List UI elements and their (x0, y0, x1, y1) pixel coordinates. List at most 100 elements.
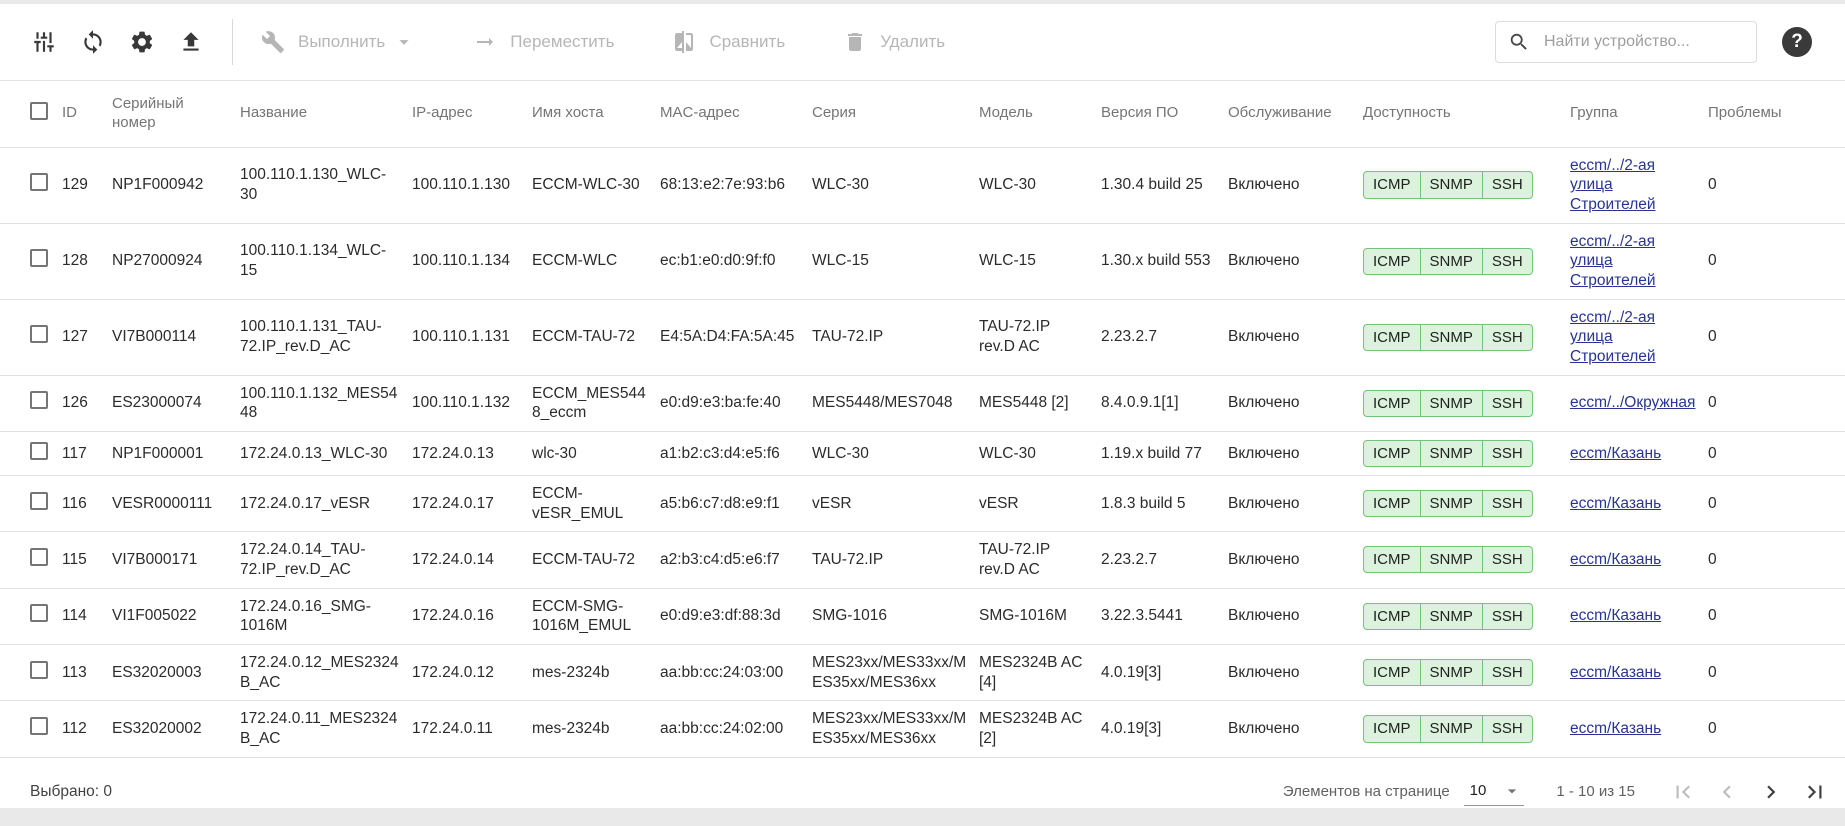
cell-hostname: ECCM-SMG-1016M_EMUL (532, 588, 660, 645)
row-checkbox[interactable] (30, 604, 48, 623)
column-header-ip[interactable]: IP-адрес (412, 81, 532, 148)
table-row[interactable]: 113 ES32020003 172.24.0.12_MES2324B_AC 1… (0, 644, 1845, 702)
refresh-button[interactable] (73, 22, 113, 62)
row-checkbox[interactable] (30, 173, 48, 192)
cell-id: 126 (62, 375, 112, 432)
row-checkbox[interactable] (30, 325, 48, 344)
column-header-series[interactable]: Серия (812, 81, 979, 148)
protocol-badge: ICMP (1364, 603, 1421, 629)
cell-checkbox (0, 375, 62, 432)
first-page-button[interactable] (1661, 770, 1705, 814)
column-header-hostname[interactable]: Имя хоста (532, 81, 660, 148)
cell-name: 172.24.0.13_WLC-30 (240, 431, 412, 476)
row-checkbox[interactable] (30, 548, 48, 567)
group-link[interactable]: eccm/../Окружная (1570, 394, 1696, 412)
select-all-checkbox[interactable] (30, 101, 48, 120)
help-button[interactable]: ? (1782, 27, 1812, 57)
column-header-group[interactable]: Группа (1570, 81, 1708, 148)
cell-group: eccm/Казань (1570, 700, 1708, 758)
dropdown-caret-icon (1508, 788, 1517, 794)
table-row[interactable]: 114 VI1F005022 172.24.0.16_SMG-1016M 172… (0, 588, 1845, 645)
upload-button[interactable] (171, 22, 211, 62)
previous-page-button[interactable] (1705, 770, 1749, 814)
group-link[interactable]: eccm/Казань (1570, 551, 1662, 569)
cell-firmware: 4.0.19[3] (1101, 644, 1228, 702)
cell-availability: ICMP SNMP SSH (1363, 644, 1570, 702)
table-row[interactable]: 116 VESR0000111 172.24.0.17_vESR 172.24.… (0, 475, 1845, 533)
cell-group: eccm/../2-ая улица Строителей (1570, 299, 1708, 376)
next-page-button[interactable] (1749, 770, 1793, 814)
group-link[interactable]: eccm/../2-ая улица Строителей (1570, 156, 1656, 213)
cell-group: eccm/Казань (1570, 475, 1708, 533)
row-checkbox[interactable] (30, 491, 48, 510)
cell-series: MES23xx/MES33xx/MES35xx/MES36xx (812, 644, 979, 702)
delete-button[interactable]: Удалить (843, 30, 945, 54)
row-checkbox[interactable] (30, 249, 48, 268)
cell-availability: ICMP SNMP SSH (1363, 431, 1570, 476)
row-checkbox[interactable] (30, 441, 48, 460)
cell-checkbox (0, 299, 62, 376)
cell-ip: 172.24.0.17 (412, 475, 532, 533)
move-button[interactable]: Переместить (473, 30, 614, 54)
help-icon: ? (1791, 31, 1803, 52)
compare-button-label: Сравнить (709, 32, 786, 51)
column-header-maintenance[interactable]: Обслуживание (1228, 81, 1363, 148)
row-checkbox[interactable] (30, 391, 48, 410)
row-checkbox[interactable] (30, 660, 48, 679)
group-link[interactable]: eccm/Казань (1570, 444, 1662, 462)
table-row[interactable]: 112 ES32020002 172.24.0.11_MES2324B_AC 1… (0, 700, 1845, 758)
page-range: 1 - 10 из 15 (1556, 783, 1635, 801)
compare-button[interactable]: Сравнить (672, 30, 785, 54)
cell-availability: ICMP SNMP SSH (1363, 147, 1570, 224)
column-header-model[interactable]: Модель (979, 81, 1101, 148)
protocol-badge: SSH (1491, 607, 1523, 625)
table-row[interactable]: 128 NP27000924 100.110.1.134_WLC-15 100.… (0, 223, 1845, 300)
group-link[interactable]: eccm/Казань (1570, 720, 1662, 738)
column-header-id[interactable]: ID (62, 81, 112, 148)
cell-mac: e0:d9:e3:ba:fe:40 (660, 375, 812, 432)
protocol-badge: SNMP (1421, 324, 1483, 350)
row-checkbox[interactable] (30, 717, 48, 736)
cell-firmware: 1.30.x build 553 (1101, 223, 1228, 300)
column-header-problems[interactable]: Проблемы (1708, 81, 1845, 148)
cell-id: 127 (62, 299, 112, 376)
cell-mac: a2:b3:c4:d5:e6:f7 (660, 531, 812, 589)
protocol-badge: SSH (1491, 664, 1523, 682)
table-row[interactable]: 129 NP1F000942 100.110.1.130_WLC-30 100.… (0, 147, 1845, 224)
group-link[interactable]: eccm/Казань (1570, 607, 1662, 625)
cell-mac: 68:13:e2:7e:93:b6 (660, 147, 812, 224)
cell-serial: VI7B000114 (112, 299, 240, 376)
tune-filter-icon (31, 29, 57, 55)
column-header-name[interactable]: Название (240, 81, 412, 148)
column-header-mac[interactable]: MAC-адрес (660, 81, 812, 148)
cell-firmware: 1.30.4 build 25 (1101, 147, 1228, 224)
cell-firmware: 1.19.x build 77 (1101, 431, 1228, 476)
cell-name: 100.110.1.130_WLC-30 (240, 147, 412, 224)
column-header-firmware[interactable]: Версия ПО (1101, 81, 1228, 148)
last-page-button[interactable] (1793, 770, 1837, 814)
table-row[interactable]: 127 VI7B000114 100.110.1.131_TAU-72.IP_r… (0, 299, 1845, 376)
search-input[interactable] (1542, 32, 1744, 52)
table-row[interactable]: 115 VI7B000171 172.24.0.14_TAU-72.IP_rev… (0, 531, 1845, 589)
column-header-serial[interactable]: Серийный номер (112, 81, 240, 148)
group-link[interactable]: eccm/../2-ая улица Строителей (1570, 232, 1656, 289)
per-page-select[interactable]: 10 (1463, 778, 1525, 806)
first-page-icon (1676, 785, 1690, 799)
chevron-left-icon (1722, 785, 1731, 799)
trash-icon (848, 33, 863, 51)
delete-button-label: Удалить (880, 32, 946, 51)
cell-mac: aa:bb:cc:24:03:00 (660, 644, 812, 702)
group-link[interactable]: eccm/Казань (1570, 494, 1662, 512)
group-link[interactable]: eccm/../2-ая улица Строителей (1570, 308, 1656, 365)
cell-mac: a5:b6:c7:d8:e9:f1 (660, 475, 812, 533)
cell-name: 100.110.1.132_MES5448 (240, 375, 412, 432)
table-row[interactable]: 117 NP1F000001 172.24.0.13_WLC-30 172.24… (0, 431, 1845, 476)
execute-button[interactable]: Выполнить (261, 30, 415, 54)
filter-button[interactable] (24, 22, 64, 62)
table-row[interactable]: 126 ES23000074 100.110.1.132_MES5448 100… (0, 375, 1845, 432)
settings-button[interactable] (122, 22, 162, 62)
column-header-availability[interactable]: Доступность (1363, 81, 1570, 148)
cell-hostname: mes-2324b (532, 700, 660, 758)
select-all-cell (0, 81, 62, 148)
group-link[interactable]: eccm/Казань (1570, 663, 1662, 681)
